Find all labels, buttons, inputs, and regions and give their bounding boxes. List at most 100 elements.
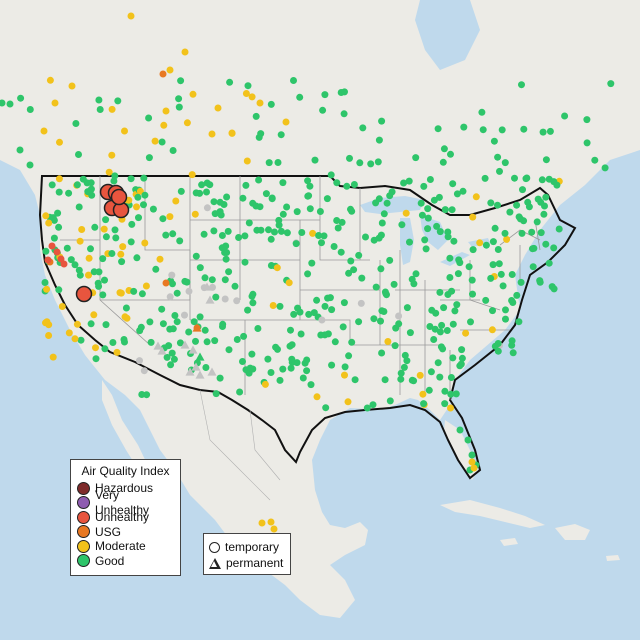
sensor-marker	[422, 245, 430, 253]
sensor-marker	[345, 269, 353, 277]
sensor-marker	[117, 289, 125, 297]
sensor-marker	[274, 159, 282, 166]
legend-label: USG	[95, 524, 122, 539]
sensor-marker	[341, 88, 348, 96]
sensor-marker	[536, 278, 544, 286]
permanent-marker	[205, 295, 215, 304]
sensor-marker	[265, 226, 272, 234]
sensor-marker	[334, 224, 342, 232]
sensor-marker	[127, 238, 135, 246]
sensor-marker	[436, 288, 444, 296]
sensor-marker	[346, 154, 353, 162]
sensor-marker	[328, 306, 336, 314]
sensor-marker	[211, 337, 219, 345]
aqi-markers	[0, 12, 615, 533]
sensor-marker	[202, 364, 210, 371]
sensor-marker	[357, 299, 365, 307]
sensor-marker	[443, 327, 451, 334]
sensor-marker	[212, 293, 220, 301]
sensor-marker	[262, 190, 270, 198]
sensor-marker	[441, 400, 449, 408]
sensor-marker	[111, 226, 119, 234]
north-america-land	[0, 0, 640, 618]
sensor-marker	[542, 240, 550, 248]
puerto-rico	[606, 555, 620, 561]
sensor-marker	[356, 159, 364, 167]
sensor-marker	[403, 357, 411, 365]
sensor-marker	[469, 290, 476, 298]
sensor-marker	[380, 210, 388, 218]
sensor-marker	[249, 290, 257, 298]
sensor-marker	[378, 117, 386, 125]
sensor-marker	[171, 312, 179, 319]
sensor-marker	[508, 337, 516, 345]
cuba	[440, 500, 545, 528]
sensor-marker	[162, 231, 170, 239]
sensor-marker	[112, 234, 120, 242]
sensor-marker	[515, 318, 523, 326]
sensor-marker	[337, 248, 345, 256]
sensor-marker	[309, 229, 317, 237]
sensor-marker	[87, 179, 95, 187]
legend-item: USG	[77, 525, 174, 540]
sensor-marker	[313, 296, 321, 304]
permanent-marker	[195, 370, 205, 379]
sensor-marker	[431, 325, 439, 333]
sensor-marker	[529, 245, 536, 253]
sensor-marker	[487, 274, 495, 282]
sensor-marker	[176, 237, 184, 245]
sensor-marker	[221, 295, 229, 303]
sensor-marker	[391, 342, 399, 350]
sensor-marker	[430, 336, 438, 343]
sensor-marker	[304, 270, 312, 278]
legend-swatch	[77, 525, 90, 539]
sensor-marker	[65, 329, 73, 337]
sensor-marker	[271, 228, 278, 236]
sensor-marker	[476, 239, 484, 247]
sensor-marker	[350, 266, 358, 274]
sensor-marker	[136, 357, 143, 365]
sensor-marker	[340, 299, 348, 307]
sensor-marker-usg	[162, 279, 170, 287]
sensor-marker	[344, 398, 352, 406]
sensor-marker	[553, 181, 561, 189]
sensor-marker	[265, 159, 273, 167]
sensor-marker	[513, 201, 521, 209]
sensor-marker	[166, 325, 174, 333]
sensor-marker	[243, 157, 251, 165]
sensor-marker	[75, 151, 82, 158]
sensor-marker	[537, 198, 545, 206]
sensor-marker	[518, 229, 526, 237]
sensor-marker	[529, 263, 537, 271]
sensor-marker	[255, 176, 263, 184]
sensor-marker	[108, 151, 116, 159]
permanent-marker	[188, 345, 198, 354]
sensor-marker	[49, 353, 57, 361]
aqi-legend-items: Hazardous Very Unhealthy Unhealthy USG Moder…	[77, 481, 174, 568]
sensor-marker	[339, 323, 347, 331]
sensor-marker	[192, 189, 200, 197]
sensor-marker	[395, 312, 403, 320]
sensor-marker	[403, 304, 411, 312]
sensor-marker-unhealthy	[48, 242, 56, 250]
sensor-marker	[438, 321, 446, 329]
sensor-marker	[76, 271, 84, 279]
sensor-marker	[221, 276, 229, 284]
sensor-marker	[78, 226, 86, 233]
sensor-marker	[412, 154, 420, 162]
sensor-marker-unhealthy	[53, 248, 61, 256]
sensor-marker	[244, 306, 252, 314]
sensor-marker	[156, 255, 164, 263]
sensor-marker	[147, 338, 155, 346]
sensor-marker	[448, 206, 456, 214]
sensor-marker	[239, 358, 246, 365]
sensor-marker	[465, 263, 473, 271]
sensor-marker	[308, 259, 316, 267]
sensor-marker	[267, 369, 275, 376]
sensor-marker	[26, 106, 34, 113]
sensor-marker	[122, 304, 130, 312]
sensor-marker	[118, 258, 126, 266]
sensor-marker	[167, 361, 175, 369]
sensor-marker	[456, 362, 464, 370]
sensor-marker	[177, 77, 185, 85]
